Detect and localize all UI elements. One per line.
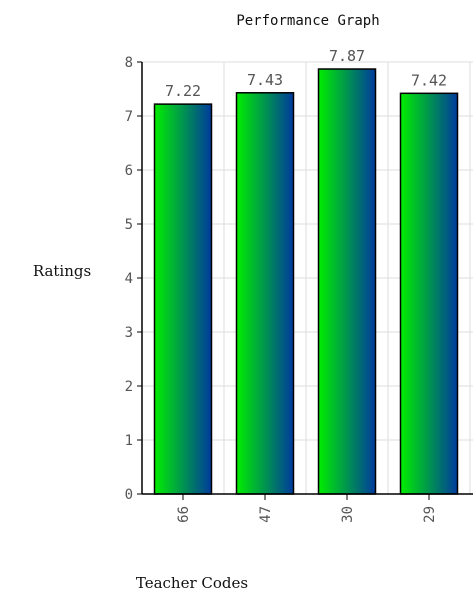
data-label-29: 7.42 xyxy=(411,71,447,89)
y-tick-label: 1 xyxy=(125,433,133,449)
x-tick-label-66: 66 xyxy=(176,506,192,523)
y-tick-label: 2 xyxy=(125,379,133,395)
y-axis-title: Ratings xyxy=(33,262,91,280)
data-label-30: 7.87 xyxy=(329,47,365,65)
data-label-47: 7.43 xyxy=(247,71,283,89)
bar-47 xyxy=(235,92,295,495)
bar-29 xyxy=(399,92,459,495)
labels: 0 1 2 3 4 5 6 7 8 7.22 66 7.43 47 7.87 30 7.42 29 xyxy=(125,47,448,523)
y-tick-label: 3 xyxy=(125,325,133,341)
bar-66 xyxy=(153,103,213,495)
chart-title: Performance Graph xyxy=(236,13,379,29)
y-tick-label: 7 xyxy=(125,109,133,125)
y-tick-label: 6 xyxy=(125,163,133,179)
x-tick-label-47: 47 xyxy=(258,506,274,523)
y-tick-label: 4 xyxy=(125,271,133,287)
bars xyxy=(153,68,459,495)
x-axis-title: Teacher Codes xyxy=(136,574,248,592)
y-tick-label: 0 xyxy=(125,487,133,503)
axes xyxy=(137,61,473,500)
y-tick-label: 5 xyxy=(125,217,133,233)
data-label-66: 7.22 xyxy=(165,82,201,100)
y-tick-label: 8 xyxy=(125,55,133,71)
x-tick-label-30: 30 xyxy=(340,506,356,523)
x-tick-label-29: 29 xyxy=(422,506,438,523)
bar-30 xyxy=(317,68,377,495)
